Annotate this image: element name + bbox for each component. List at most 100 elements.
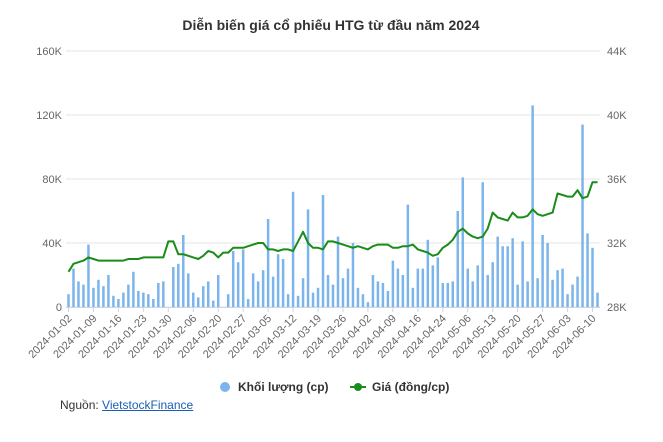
volume-bar[interactable]: [127, 284, 130, 307]
volume-bar[interactable]: [231, 251, 235, 307]
volume-bar[interactable]: [471, 281, 474, 307]
legend-item-volume[interactable]: Khối lượng (cp): [220, 380, 329, 394]
volume-bar[interactable]: [421, 268, 425, 307]
volume-bar[interactable]: [316, 287, 320, 307]
volume-bar[interactable]: [276, 254, 280, 307]
volume-bar[interactable]: [206, 281, 210, 307]
volume-bar[interactable]: [216, 275, 220, 307]
source-link[interactable]: VietstockFinance: [102, 398, 194, 412]
volume-bar[interactable]: [401, 275, 405, 307]
volume-bar[interactable]: [321, 195, 325, 307]
volume-bar[interactable]: [187, 273, 190, 307]
volume-bar[interactable]: [506, 246, 509, 307]
volume-bar[interactable]: [461, 177, 465, 307]
volume-bar[interactable]: [112, 295, 115, 307]
volume-bar[interactable]: [132, 271, 135, 307]
volume-bar[interactable]: [251, 273, 255, 307]
volume-bar[interactable]: [346, 268, 350, 307]
volume-bar[interactable]: [202, 286, 205, 307]
volume-bar[interactable]: [431, 265, 435, 307]
volume-bar[interactable]: [516, 284, 519, 307]
volume-bar[interactable]: [117, 299, 120, 307]
volume-bar[interactable]: [576, 276, 579, 307]
volume-bar[interactable]: [571, 284, 574, 307]
volume-bar[interactable]: [311, 292, 315, 307]
volume-bar[interactable]: [241, 249, 245, 307]
volume-bar[interactable]: [197, 297, 200, 307]
volume-bar[interactable]: [77, 281, 80, 307]
volume-bar[interactable]: [296, 295, 300, 307]
volume-bar[interactable]: [67, 294, 70, 307]
volume-bar[interactable]: [266, 219, 270, 307]
volume-bar[interactable]: [561, 268, 564, 307]
volume-bar[interactable]: [87, 244, 90, 307]
volume-bar[interactable]: [301, 278, 305, 307]
volume-bar[interactable]: [226, 294, 230, 307]
volume-bar[interactable]: [371, 275, 375, 307]
volume-bar[interactable]: [476, 265, 479, 307]
volume-bar[interactable]: [331, 284, 335, 307]
volume-bar[interactable]: [396, 268, 400, 307]
volume-bar[interactable]: [107, 275, 110, 307]
volume-bar[interactable]: [586, 233, 589, 307]
volume-bar[interactable]: [147, 294, 150, 307]
volume-bar[interactable]: [416, 268, 420, 307]
volume-bar[interactable]: [306, 209, 310, 307]
volume-bar[interactable]: [496, 236, 499, 307]
volume-bar[interactable]: [366, 302, 370, 307]
volume-bar[interactable]: [356, 287, 360, 307]
volume-bar[interactable]: [491, 262, 494, 307]
volume-bar[interactable]: [182, 235, 185, 307]
volume-bar[interactable]: [596, 292, 599, 307]
volume-bar[interactable]: [566, 294, 569, 307]
volume-bar[interactable]: [142, 292, 145, 307]
volume-bar[interactable]: [256, 281, 260, 307]
volume-bar[interactable]: [591, 247, 594, 307]
volume-bar[interactable]: [546, 243, 549, 307]
volume-bar[interactable]: [426, 239, 430, 307]
volume-bar[interactable]: [261, 270, 265, 307]
volume-bar[interactable]: [541, 235, 544, 307]
volume-bar[interactable]: [97, 279, 100, 307]
volume-bar[interactable]: [581, 124, 584, 307]
price-series-line[interactable]: [67, 181, 598, 273]
volume-bar[interactable]: [531, 105, 534, 308]
volume-bar[interactable]: [411, 287, 415, 307]
volume-bar[interactable]: [326, 275, 330, 307]
volume-bar[interactable]: [446, 283, 450, 307]
volume-bar[interactable]: [271, 276, 275, 307]
volume-bar[interactable]: [551, 279, 554, 307]
volume-bar[interactable]: [451, 281, 455, 307]
volume-bar[interactable]: [486, 275, 489, 307]
volume-bar[interactable]: [92, 287, 95, 307]
volume-bar[interactable]: [192, 292, 195, 307]
legend[interactable]: Khối lượng (cp) Giá (đồng/cp): [220, 380, 449, 394]
volume-bar[interactable]: [152, 299, 155, 307]
volume-bar[interactable]: [436, 257, 440, 307]
volume-bar[interactable]: [556, 270, 559, 307]
volume-bar[interactable]: [511, 238, 514, 307]
volume-bar[interactable]: [481, 182, 484, 307]
volume-bar[interactable]: [177, 263, 180, 307]
volume-bar[interactable]: [526, 281, 529, 307]
volume-bar[interactable]: [246, 299, 250, 307]
volume-bar[interactable]: [162, 281, 165, 307]
volume-bar[interactable]: [406, 204, 410, 307]
volume-bar[interactable]: [381, 283, 385, 307]
volume-bar[interactable]: [391, 260, 395, 307]
volume-bar[interactable]: [82, 284, 85, 307]
volume-bar[interactable]: [376, 281, 380, 307]
volume-bar[interactable]: [157, 283, 160, 307]
volume-bar[interactable]: [466, 268, 470, 307]
volume-bar[interactable]: [72, 268, 75, 307]
volume-bar[interactable]: [361, 294, 365, 307]
volume-bar[interactable]: [336, 236, 340, 307]
volume-bar[interactable]: [351, 243, 355, 307]
volume-bar[interactable]: [236, 262, 240, 307]
volume-bar[interactable]: [456, 211, 460, 307]
volume-bar[interactable]: [102, 286, 105, 307]
volume-bar[interactable]: [172, 267, 175, 307]
volume-bar[interactable]: [286, 294, 290, 307]
volume-bar[interactable]: [521, 241, 524, 307]
volume-bar[interactable]: [441, 283, 445, 307]
